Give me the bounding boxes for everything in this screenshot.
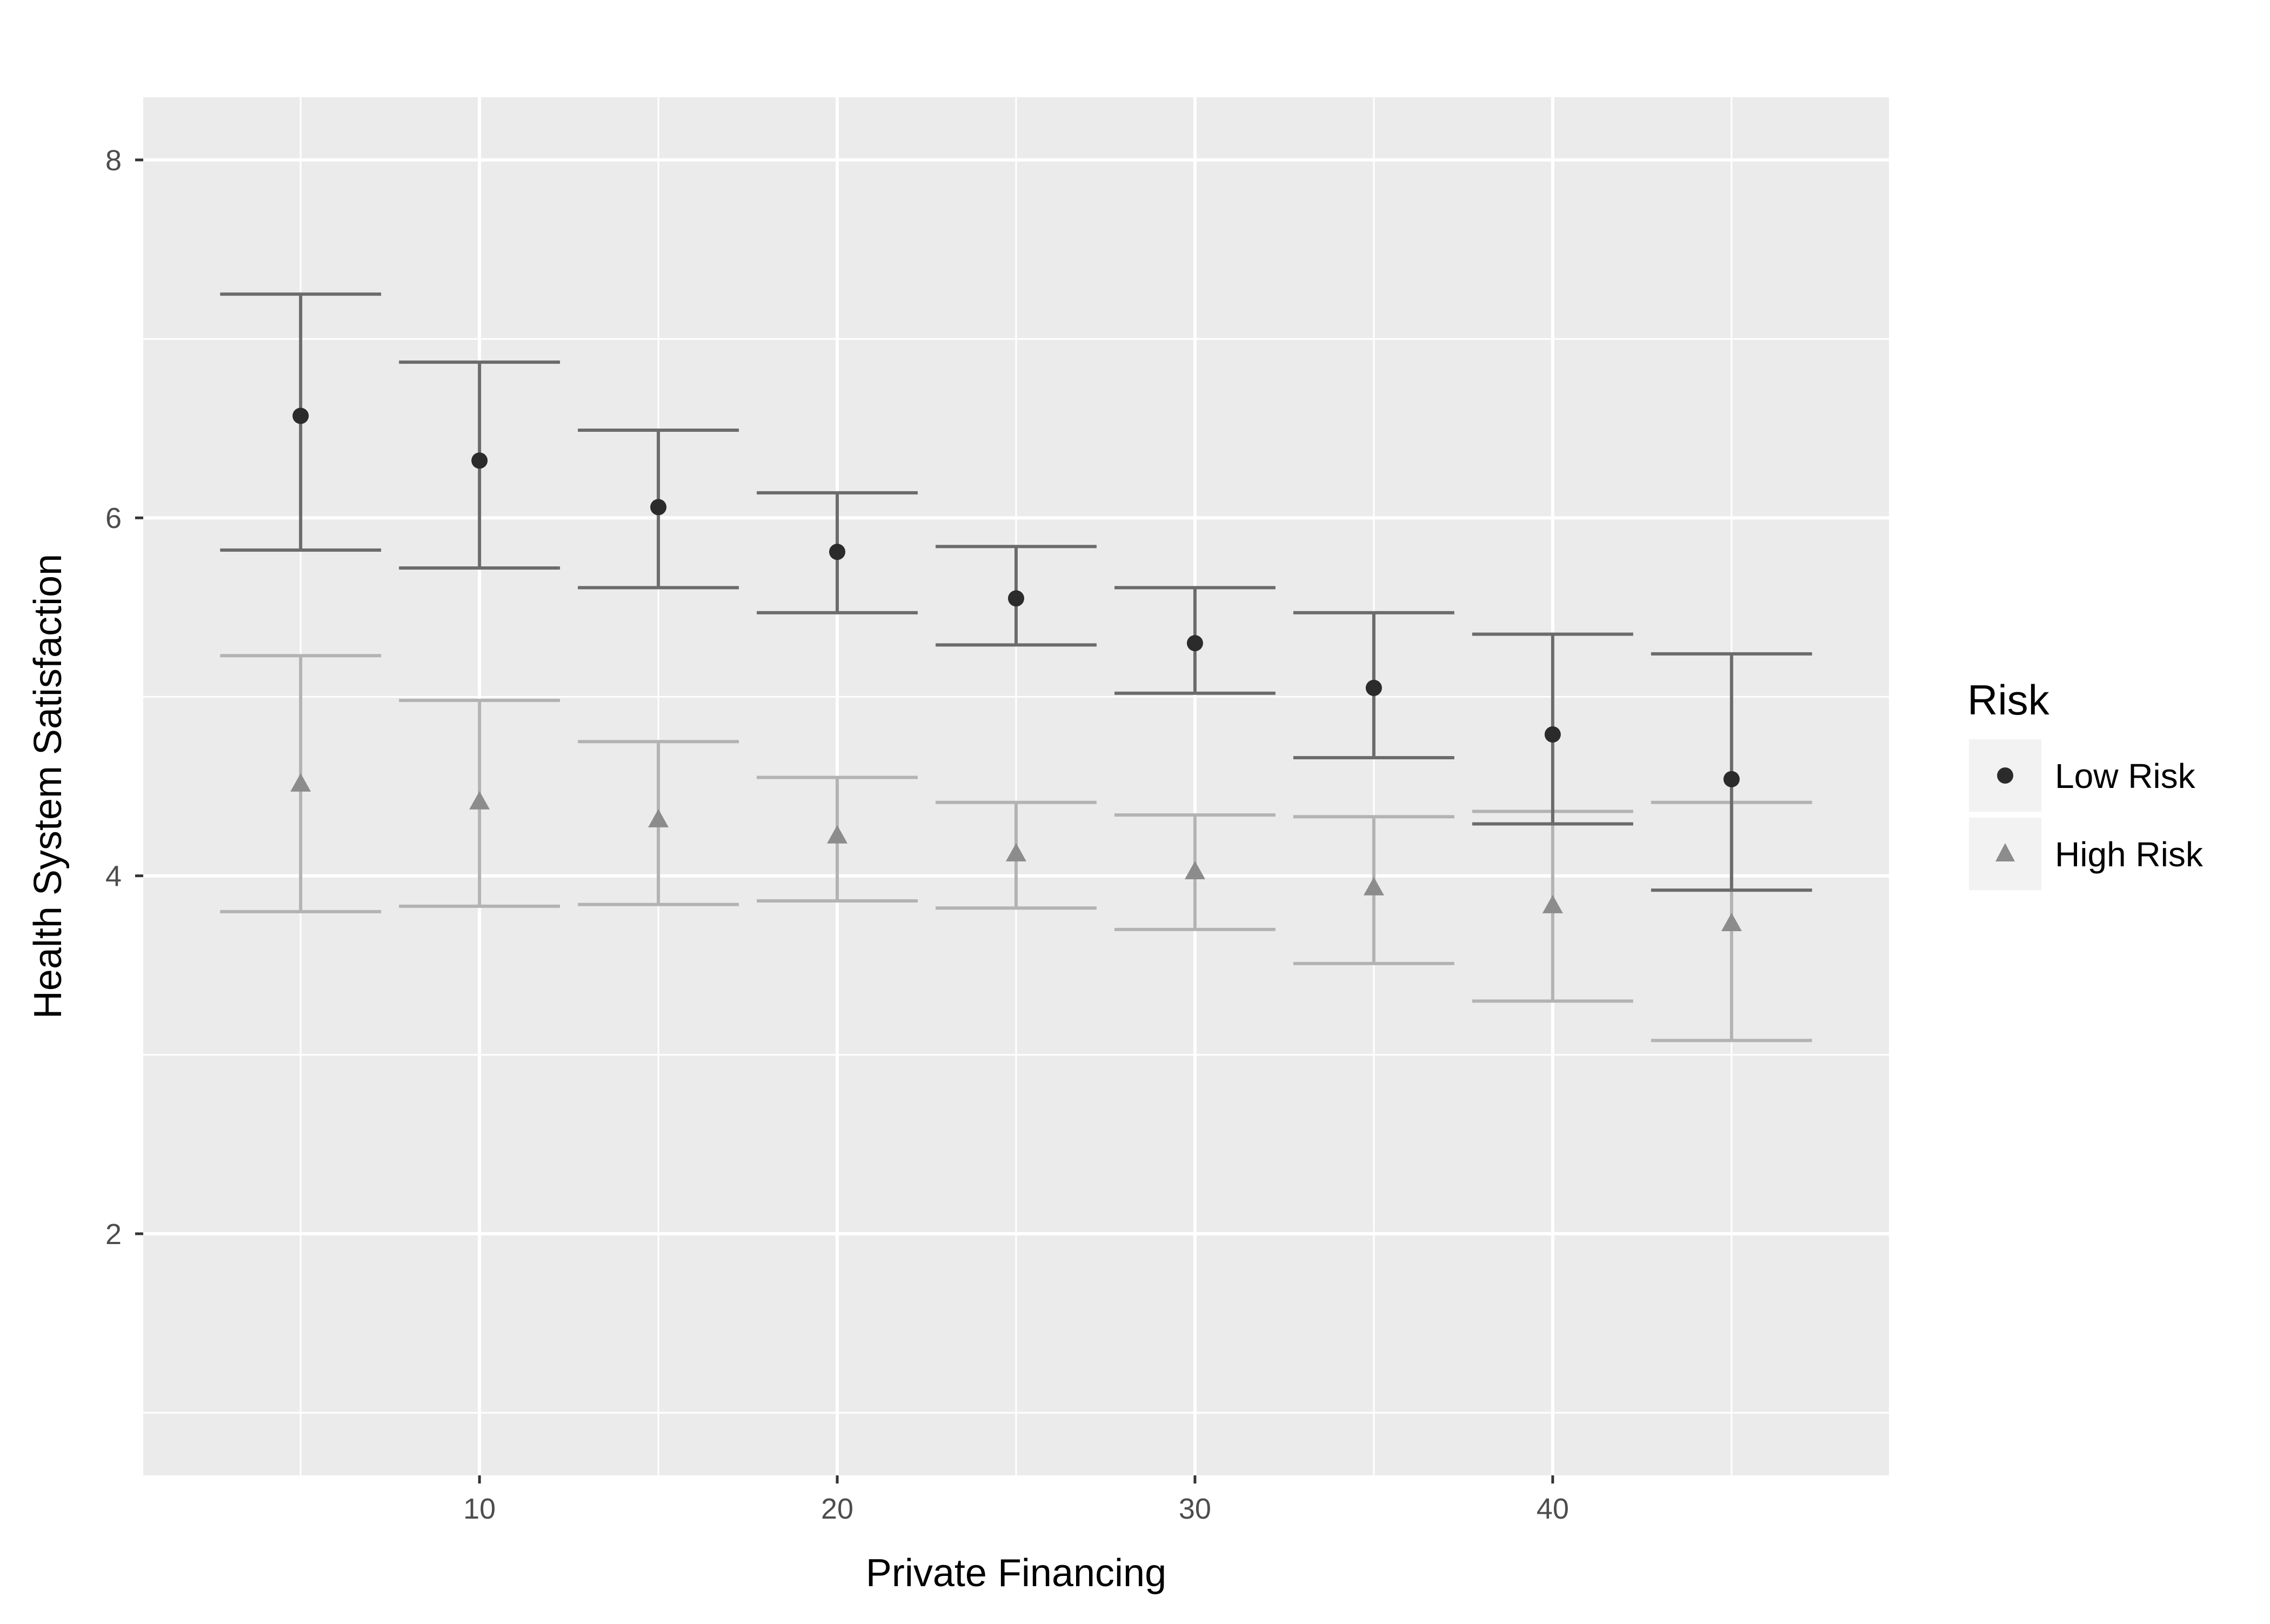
point-low-risk <box>471 452 488 469</box>
point-high-risk <box>290 773 311 792</box>
legend-label-high-risk: High Risk <box>2055 835 2204 874</box>
y-tick-label: 6 <box>105 502 122 534</box>
axis-ticks <box>135 158 1554 1483</box>
data-points <box>290 407 1742 931</box>
point-low-risk <box>650 499 667 516</box>
legend-key-low-risk <box>1997 767 2013 784</box>
x-tick-label: 30 <box>1179 1493 1211 1525</box>
x-axis-title: Private Financing <box>866 1552 1166 1595</box>
y-axis-title: Health System Satisfaction <box>26 554 70 1019</box>
x-tick-label: 10 <box>463 1493 496 1525</box>
point-low-risk <box>1723 771 1740 787</box>
point-low-risk <box>829 544 846 560</box>
point-high-risk <box>469 791 490 810</box>
point-high-risk <box>1721 913 1742 931</box>
point-high-risk <box>1006 843 1026 861</box>
point-low-risk <box>1365 679 1382 696</box>
point-high-risk <box>1542 894 1563 913</box>
point-high-risk <box>1363 877 1384 895</box>
point-low-risk <box>1008 590 1024 607</box>
legend-title: Risk <box>1967 676 2050 724</box>
x-tick-label: 40 <box>1537 1493 1569 1525</box>
point-low-risk <box>1186 635 1203 652</box>
legend-key-high-risk <box>1995 843 2015 861</box>
error-bars <box>220 292 1812 1042</box>
y-tick-label: 4 <box>105 860 122 893</box>
y-tick-label: 8 <box>105 144 122 177</box>
y-tick-label: 2 <box>105 1218 122 1251</box>
point-low-risk <box>1544 726 1561 743</box>
x-tick-labels: 10 20 30 40 <box>463 1493 1569 1525</box>
legend-label-low-risk: Low Risk <box>2055 757 2196 796</box>
legend: Risk Low Risk High Risk <box>1967 676 2204 890</box>
x-tick-label: 20 <box>821 1493 853 1525</box>
y-tick-labels: 2 4 6 8 <box>105 144 122 1251</box>
point-low-risk <box>292 407 309 424</box>
point-high-risk <box>648 808 669 827</box>
point-high-risk <box>1184 860 1205 879</box>
point-high-risk <box>827 825 848 844</box>
